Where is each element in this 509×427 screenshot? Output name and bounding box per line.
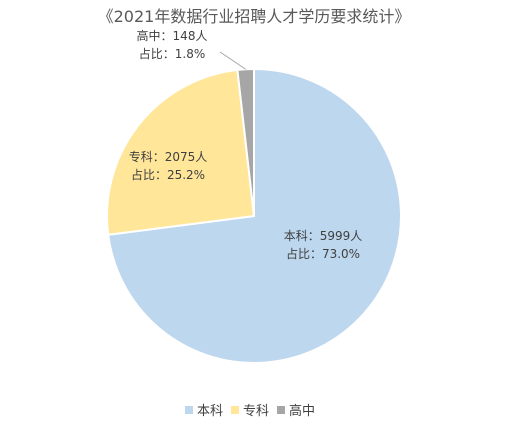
pie-slices bbox=[105, 67, 402, 364]
data-label-line2: 占比：73.0% bbox=[286, 246, 360, 261]
chart-title: 《2021年数据行业招聘人才学历要求统计》 bbox=[98, 7, 411, 26]
leader-line bbox=[219, 51, 246, 70]
legend: 本科 专科 高中 bbox=[185, 403, 315, 419]
data-label-line1: 高中：148人 bbox=[137, 28, 208, 43]
legend-swatch-3 bbox=[277, 406, 285, 414]
data-labels: 本科：5999人占比：73.0%专科：2075人占比：25.2%高中：148人占… bbox=[129, 28, 363, 261]
legend-label-2: 专科 bbox=[243, 404, 269, 419]
data-label-line2: 占比：1.8% bbox=[139, 46, 206, 61]
data-label-line2: 占比：25.2% bbox=[131, 167, 205, 182]
legend-swatch-2 bbox=[231, 406, 239, 414]
data-label-line1: 专科：2075人 bbox=[129, 149, 208, 164]
data-label-line1: 本科：5999人 bbox=[284, 229, 363, 243]
legend-label-1: 本科 bbox=[197, 404, 223, 419]
legend-label-3: 高中 bbox=[289, 403, 315, 419]
pie-slice-2 bbox=[105, 68, 256, 236]
legend-swatch-1 bbox=[185, 406, 193, 414]
pie-slice-3 bbox=[236, 67, 255, 217]
